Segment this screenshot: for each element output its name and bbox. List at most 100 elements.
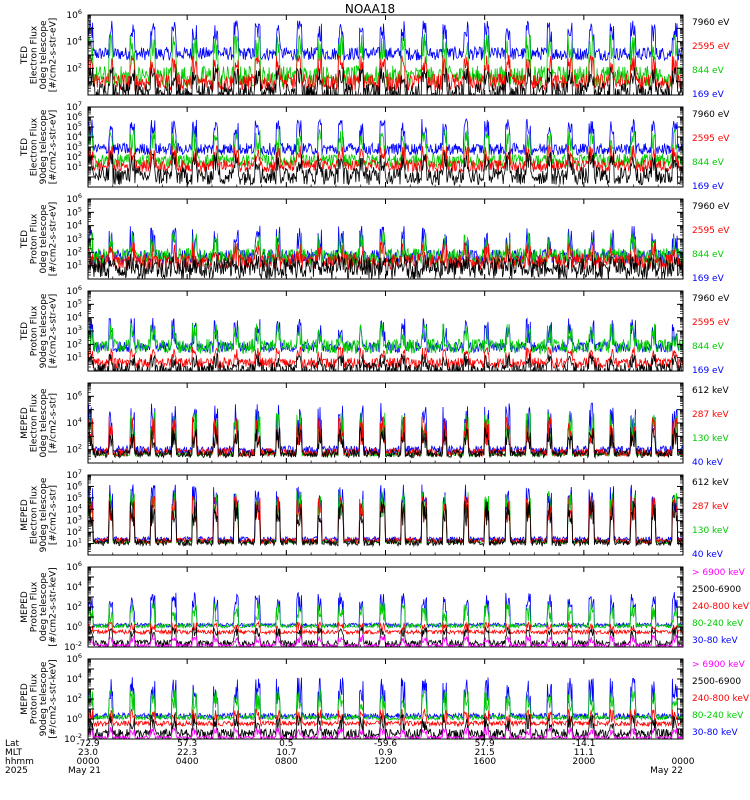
series-line-80-240-kev bbox=[88, 688, 683, 722]
panel-5: 102 104 106 MEPED Electron Flux 0deg telescop… bbox=[20, 382, 729, 468]
series-line-240-800-kev bbox=[88, 620, 683, 636]
panel-ylabel: MEPED bbox=[20, 683, 30, 715]
panel-ylabel: 90deg telescope bbox=[39, 293, 49, 368]
y-tick-label: 106 bbox=[66, 652, 82, 665]
x-tick-lat: -14.1 bbox=[572, 739, 595, 749]
legend-entry: > 6900 keV bbox=[692, 660, 746, 670]
panel-ylabel: 90deg telescope bbox=[39, 109, 49, 184]
y-tick-label: 101 bbox=[66, 537, 82, 550]
panel-1: 102 104 106 TED Electron Flux 0deg telescope[… bbox=[20, 8, 731, 100]
panel-series bbox=[88, 484, 683, 548]
series-line-287-kev bbox=[88, 495, 683, 545]
panel-ylabel: [#/cm2-s-str] bbox=[48, 485, 58, 545]
legend-entry: 844 eV bbox=[692, 158, 725, 168]
panel-ylabel: 0deg telescope bbox=[39, 20, 49, 90]
panel-ylabel: MEPED bbox=[20, 407, 30, 439]
panel-ylabel: 90deg telescope bbox=[39, 661, 49, 736]
y-tick-label: 104 bbox=[66, 580, 82, 593]
panel-ylabel: 90deg telescope bbox=[39, 477, 49, 552]
x-tick-hhmm: 1200 bbox=[374, 757, 397, 767]
panel-ylabel: TED bbox=[20, 138, 30, 157]
legend-entry: 2595 eV bbox=[692, 42, 730, 52]
y-tick-label: 106 bbox=[66, 192, 82, 205]
y-tick-label: 106 bbox=[66, 8, 82, 21]
legend-entry: 7960 eV bbox=[692, 294, 730, 304]
legend-entry: 287 keV bbox=[692, 410, 729, 420]
panel-ylabel: 0deg telescope bbox=[39, 388, 49, 458]
x-tick-date: May 21 bbox=[68, 766, 101, 776]
y-tick-label: 106 bbox=[66, 284, 82, 297]
panel-ylabel: [#/cm2-s-str-eV] bbox=[48, 110, 58, 185]
x-tick-lat: -59.6 bbox=[374, 739, 398, 749]
panel-ylabel: TED bbox=[20, 46, 30, 65]
panel-ylabel: Electron Flux bbox=[29, 25, 39, 84]
legend-entry: 287 keV bbox=[692, 502, 729, 512]
x-tick-hhmm: 0000 bbox=[77, 757, 100, 767]
chart-title: NOAA18 bbox=[345, 2, 395, 16]
panel-ylabel: MEPED bbox=[20, 499, 30, 531]
panel-series bbox=[88, 677, 683, 739]
legend-entry: 7960 eV bbox=[692, 110, 730, 120]
series-line-612-kev bbox=[88, 426, 683, 460]
series-line-7960-ev bbox=[88, 151, 683, 187]
panel-ylabel: [#/cm2-s-str-keV] bbox=[48, 567, 58, 646]
legend-entry: 2595 eV bbox=[692, 134, 730, 144]
panel-ylabel: Electron Flux bbox=[29, 117, 39, 176]
legend-entry: 7960 eV bbox=[692, 18, 730, 28]
y-tick-label: 102 bbox=[66, 692, 82, 705]
panel-ylabel: Proton Flux bbox=[29, 581, 39, 632]
y-tick-label: 104 bbox=[66, 311, 82, 324]
x-tick-lat: 57.9 bbox=[475, 739, 495, 749]
x-tick-hhmm: 1600 bbox=[473, 757, 496, 767]
x-tick-mlt: 10.7 bbox=[276, 748, 296, 758]
panel-ylabel: TED bbox=[20, 322, 30, 341]
y-tick-label: 104 bbox=[66, 35, 82, 48]
panel-ylabel: Proton Flux bbox=[29, 673, 39, 724]
panel-ylabel: 0deg telescope bbox=[39, 204, 49, 274]
series-line-80-240-kev bbox=[88, 603, 683, 630]
panel-ylabel: MEPED bbox=[20, 591, 30, 623]
x-tick-mlt: 0.9 bbox=[378, 748, 393, 758]
legend-entry: 240-800 keV bbox=[692, 694, 750, 704]
y-tick-label: 101 bbox=[66, 351, 82, 364]
y-tick-label: 100 bbox=[66, 712, 82, 725]
y-tick-label: 105 bbox=[66, 205, 82, 218]
x-tick-lat: -72.9 bbox=[76, 739, 100, 749]
x-tick-hhmm: 0000 bbox=[672, 757, 695, 767]
legend-entry: 30-80 keV bbox=[692, 636, 738, 646]
panel-series bbox=[88, 118, 683, 187]
legend-entry: 169 eV bbox=[692, 182, 725, 192]
y-tick-label: 100 bbox=[66, 620, 82, 633]
legend-entry: 7960 eV bbox=[692, 202, 730, 212]
y-tick-label: 103 bbox=[66, 232, 82, 245]
y-tick-label: 102 bbox=[66, 245, 82, 258]
series-line-240-800-kev bbox=[88, 708, 683, 728]
panel-series bbox=[88, 402, 683, 460]
panel-ylabel: TED bbox=[20, 230, 30, 249]
series-line-612-kev bbox=[88, 499, 683, 548]
y-tick-label: 104 bbox=[66, 219, 82, 232]
panel-ylabel: [#/cm2-s-str-keV] bbox=[48, 659, 58, 738]
legend-entry: 169 eV bbox=[692, 90, 725, 100]
panel-ylabel: Proton Flux bbox=[29, 213, 39, 264]
panel-ylabel: [#/cm2-s-str] bbox=[48, 393, 58, 453]
y-tick-label: 104 bbox=[66, 416, 82, 429]
panel-ylabel: [#/cm2-s-str-eV] bbox=[48, 294, 58, 369]
x-tick-hhmm: 0800 bbox=[275, 757, 298, 767]
y-tick-label: 105 bbox=[66, 297, 82, 310]
legend-entry: 130 keV bbox=[692, 434, 729, 444]
legend-entry: > 6900 keV bbox=[692, 568, 746, 578]
x-tick-mlt: 11.1 bbox=[574, 748, 594, 758]
legend-entry: 2500-6900 bbox=[692, 585, 741, 595]
y-tick-label: 102 bbox=[66, 600, 82, 613]
legend-entry: 169 eV bbox=[692, 366, 725, 376]
x-row-label: MLT bbox=[5, 748, 23, 758]
